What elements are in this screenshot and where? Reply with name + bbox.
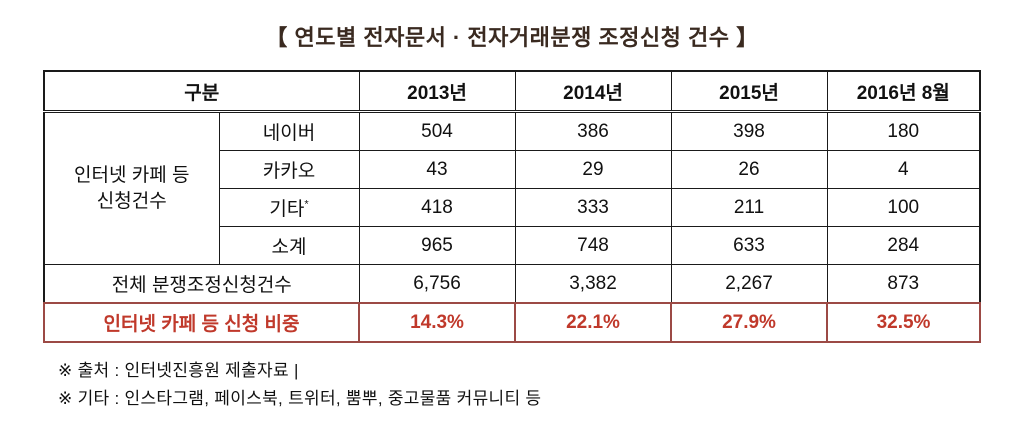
row-label-etc: 기타* xyxy=(218,188,360,227)
row-label-text: 소계 xyxy=(271,237,307,258)
cell-naver-2015: 398 xyxy=(670,111,828,151)
footnote-source: ※ 출처 : 인터넷진흥원 제출자료 | xyxy=(58,361,299,380)
cell-subtotal-2014: 748 xyxy=(514,226,672,265)
statistics-table: 구분 2013년 2014년 2015년 2016년 8월 인터넷 카페 등 신… xyxy=(43,70,981,343)
cell-kakao-2013: 43 xyxy=(358,150,516,189)
cell-etc-2013: 418 xyxy=(358,188,516,227)
row-label-text: 기타 xyxy=(269,199,305,220)
row-label-naver: 네이버 xyxy=(218,111,360,151)
cell-ratio-2016: 32.5% xyxy=(826,302,981,343)
cell-kakao-2016: 4 xyxy=(826,150,981,189)
cell-total-2013: 6,756 xyxy=(358,264,516,304)
page-title: 【 연도별 전자문서 · 전자거래분쟁 조정신청 건수 】 xyxy=(265,25,759,50)
cell-kakao-2014: 29 xyxy=(514,150,672,189)
table-row-kakao: 카카오 43 29 26 4 xyxy=(44,150,981,189)
row-label-ratio: 인터넷 카페 등 신청 비중 xyxy=(43,302,360,343)
cell-subtotal-2013: 965 xyxy=(358,226,516,265)
row-label-total: 전체 분쟁조정신청건수 xyxy=(43,264,360,304)
cell-etc-2015: 211 xyxy=(670,188,828,227)
table-row-etc: 기타* 418 333 211 100 xyxy=(44,188,981,227)
cell-etc-2016: 100 xyxy=(826,188,981,227)
header-year-2014: 2014년 xyxy=(514,70,672,113)
cell-total-2016: 873 xyxy=(826,264,981,304)
header-year-2016: 2016년 8월 xyxy=(826,70,981,113)
cell-subtotal-2016: 284 xyxy=(826,226,981,265)
table-row-ratio: 인터넷 카페 등 신청 비중 14.3% 22.1% 27.9% 32.5% xyxy=(43,302,981,343)
table-row-naver: 인터넷 카페 등 신청건수 네이버 504 386 398 180 xyxy=(43,111,981,265)
row-label-subtotal: 소계 xyxy=(218,226,360,265)
cell-ratio-2013: 14.3% xyxy=(358,302,516,343)
cell-naver-2013: 504 xyxy=(358,111,516,151)
header-year-2015: 2015년 xyxy=(670,70,828,113)
cell-ratio-2014: 22.1% xyxy=(514,302,672,343)
cell-naver-2014: 386 xyxy=(514,111,672,151)
table-row-subtotal: 소계 965 748 633 284 xyxy=(44,226,981,265)
row-label-text: 카카오 xyxy=(262,161,316,182)
group-label-internet-cafe: 인터넷 카페 등 신청건수 xyxy=(43,111,220,265)
footnote-etc: ※ 기타 : 인스타그램, 페이스북, 트위터, 뿜뿌, 중고물품 커뮤니티 등 xyxy=(58,389,542,409)
row-label-text: 네이버 xyxy=(262,123,316,144)
header-year-2013: 2013년 xyxy=(358,70,516,113)
row-label-kakao: 카카오 xyxy=(218,150,360,189)
cell-ratio-2015: 27.9% xyxy=(670,302,828,343)
cell-subtotal-2015: 633 xyxy=(670,226,828,265)
table-header-row: 구분 2013년 2014년 2015년 2016년 8월 xyxy=(43,70,981,113)
cell-etc-2014: 333 xyxy=(514,188,672,227)
cell-total-2014: 3,382 xyxy=(514,264,672,304)
cell-naver-2016: 180 xyxy=(826,111,981,151)
cell-kakao-2015: 26 xyxy=(670,150,828,189)
cell-total-2015: 2,267 xyxy=(670,264,828,304)
table-row-total: 전체 분쟁조정신청건수 6,756 3,382 2,267 873 xyxy=(43,264,981,304)
row-label-sup: * xyxy=(304,198,309,211)
footnotes: ※ 출처 : 인터넷진흥원 제출자료 | ※ 기타 : 인스타그램, 페이스북,… xyxy=(44,357,980,413)
header-category: 구분 xyxy=(43,70,360,113)
